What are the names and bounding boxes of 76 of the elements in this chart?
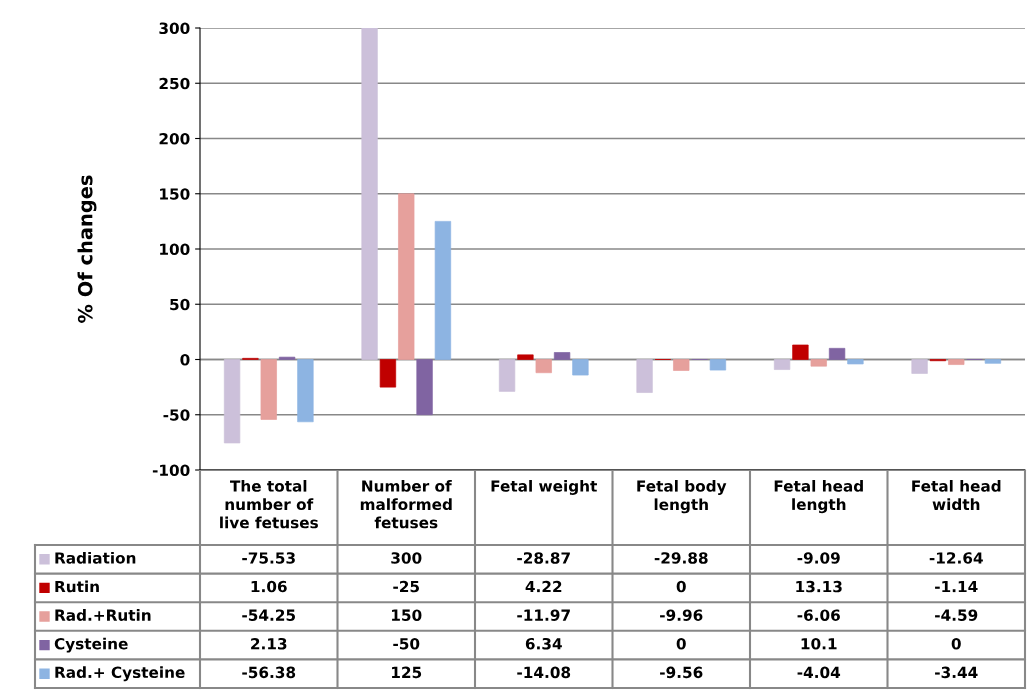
data-label: 10.1: [801, 637, 837, 650]
bar: [434, 221, 452, 360]
y-tick-label: 0: [180, 353, 190, 366]
data-label: -9.56: [660, 666, 703, 679]
data-label: -6.06: [797, 609, 840, 621]
bar: [517, 354, 534, 360]
bar: [297, 359, 314, 423]
legend-label: Cysteine: [54, 637, 128, 653]
data-label: 0: [676, 580, 686, 593]
data-label: -4.04: [797, 666, 841, 679]
legend-label: Radiation: [55, 551, 136, 564]
data-label: -14.08: [517, 666, 571, 679]
legend-label: Rad.+Rutin: [55, 609, 151, 621]
bar: [810, 359, 827, 367]
data-label: 13.13: [796, 580, 842, 593]
data-label: -9.09: [797, 552, 840, 564]
bar: [278, 356, 296, 360]
data-label: 125: [392, 666, 422, 679]
y-tick-label: 100: [160, 243, 190, 256]
data-label: -50: [393, 637, 420, 650]
y-tick-label: -50: [163, 409, 190, 421]
data-label: 300: [391, 552, 422, 564]
bar: [773, 359, 791, 370]
data-label: 4.22: [525, 580, 562, 593]
data-label: -4.59: [935, 609, 978, 621]
y-axis-title: % Of changes: [77, 175, 97, 323]
bar: [709, 359, 727, 371]
bar: [847, 359, 864, 365]
data-label: 0: [676, 637, 686, 650]
y-tick-label: 250: [159, 77, 190, 90]
bar: [572, 359, 589, 376]
bar: [911, 359, 928, 374]
data-label: 150: [392, 609, 422, 621]
y-tick-label: -100: [152, 464, 190, 477]
data-label: -75.53: [242, 552, 295, 564]
bar: [948, 359, 965, 365]
bar: [673, 359, 690, 371]
x-tick-label: Fetal head length: [774, 480, 863, 514]
data-label: 1.06: [251, 580, 287, 593]
data-label: -29.88: [654, 552, 708, 564]
data-label: -9.96: [660, 609, 703, 621]
data-label: -54.25: [242, 609, 296, 621]
data-label: -28.87: [517, 552, 570, 564]
x-tick-label: Fetal head width: [912, 480, 1001, 511]
data-label: 0: [951, 637, 961, 650]
x-tick-label: Number of malformed fetuses: [360, 480, 452, 529]
data-label: -11.97: [517, 609, 570, 621]
bar: [260, 359, 277, 420]
legend-label: Rad.+ Cysteine: [55, 666, 185, 682]
x-tick-label: The total number of live fetuses: [220, 480, 318, 529]
bar: [535, 359, 552, 374]
x-tick-label: Fetal weight: [491, 480, 597, 495]
bar: [379, 359, 397, 388]
bar: [223, 359, 241, 444]
bar: [984, 359, 1002, 364]
y-tick-label: 200: [159, 132, 190, 145]
data-label: -56.38: [242, 666, 296, 679]
data-label: -25: [393, 580, 419, 593]
y-tick-label: 150: [160, 188, 190, 200]
legend-label: Rutin: [55, 580, 99, 593]
data-label: 2.13: [251, 637, 287, 650]
data-label: -3.44: [935, 666, 978, 679]
bar: [416, 359, 433, 416]
bar: [398, 193, 415, 360]
x-tick-label: Fetal body length: [637, 480, 727, 514]
y-tick-label: 300: [159, 22, 190, 35]
bar: [792, 344, 809, 360]
data-label: -12.64: [929, 552, 983, 564]
data-label: 6.34: [525, 637, 562, 650]
bar: [636, 359, 653, 393]
bar: [361, 28, 378, 360]
y-tick-label: 50: [170, 298, 190, 311]
bar: [498, 359, 516, 392]
bar: [828, 347, 846, 360]
data-label: -1.14: [935, 580, 978, 593]
bar: [553, 352, 571, 360]
